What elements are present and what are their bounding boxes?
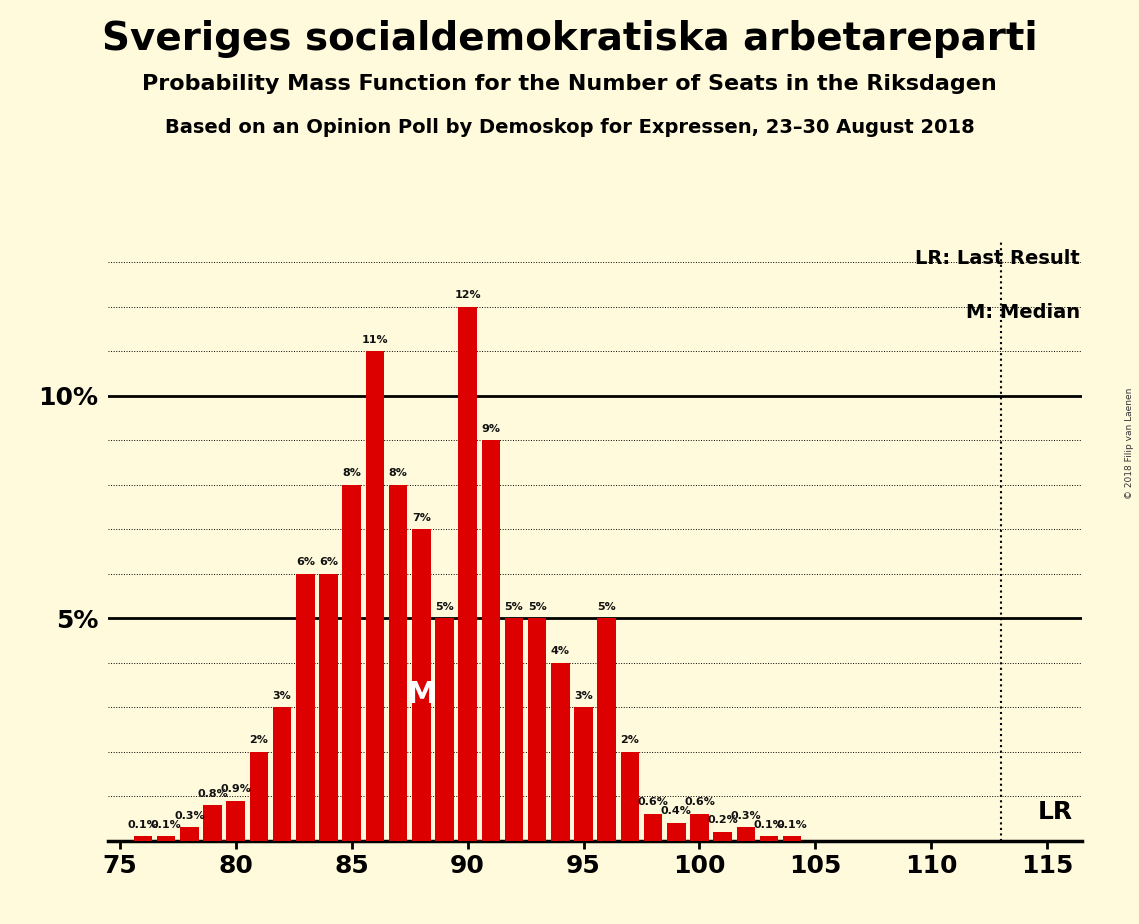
Text: 0.1%: 0.1%: [150, 820, 181, 830]
Bar: [180, 828, 198, 841]
Text: 7%: 7%: [412, 513, 431, 523]
Text: LR: Last Result: LR: Last Result: [916, 249, 1080, 268]
Text: 0.2%: 0.2%: [707, 815, 738, 825]
Text: 3%: 3%: [574, 691, 593, 700]
Bar: [412, 529, 431, 841]
Bar: [203, 805, 222, 841]
Bar: [227, 801, 245, 841]
Text: © 2018 Filip van Laenen: © 2018 Filip van Laenen: [1125, 388, 1134, 499]
Text: 5%: 5%: [435, 602, 453, 612]
Text: M: Median: M: Median: [966, 303, 1080, 322]
Bar: [133, 836, 153, 841]
Text: Based on an Opinion Poll by Demoskop for Expressen, 23–30 August 2018: Based on an Opinion Poll by Demoskop for…: [165, 118, 974, 138]
Text: 0.3%: 0.3%: [174, 811, 205, 821]
Bar: [574, 708, 592, 841]
Text: 4%: 4%: [551, 646, 570, 656]
Bar: [621, 752, 639, 841]
Text: 5%: 5%: [527, 602, 547, 612]
Bar: [505, 618, 523, 841]
Text: Sveriges socialdemokratiska arbetareparti: Sveriges socialdemokratiska arbetarepart…: [101, 20, 1038, 58]
Bar: [296, 574, 314, 841]
Bar: [737, 828, 755, 841]
Text: LR: LR: [1038, 800, 1073, 824]
Bar: [667, 823, 686, 841]
Text: Probability Mass Function for the Number of Seats in the Riksdagen: Probability Mass Function for the Number…: [142, 74, 997, 94]
Text: 12%: 12%: [454, 290, 481, 300]
Bar: [458, 307, 477, 841]
Bar: [782, 836, 802, 841]
Text: 0.8%: 0.8%: [197, 788, 228, 798]
Text: 2%: 2%: [249, 736, 269, 745]
Text: 0.1%: 0.1%: [777, 820, 808, 830]
Text: 0.6%: 0.6%: [685, 797, 715, 808]
Bar: [690, 814, 708, 841]
Text: 0.1%: 0.1%: [128, 820, 158, 830]
Text: M: M: [405, 679, 436, 709]
Bar: [249, 752, 268, 841]
Bar: [157, 836, 175, 841]
Bar: [366, 351, 384, 841]
Bar: [388, 485, 408, 841]
Bar: [760, 836, 778, 841]
Bar: [319, 574, 338, 841]
Text: 3%: 3%: [272, 691, 292, 700]
Bar: [644, 814, 663, 841]
Text: 0.6%: 0.6%: [638, 797, 669, 808]
Bar: [713, 832, 732, 841]
Text: 2%: 2%: [621, 736, 639, 745]
Bar: [273, 708, 292, 841]
Text: 6%: 6%: [319, 557, 338, 567]
Bar: [435, 618, 453, 841]
Text: 5%: 5%: [597, 602, 616, 612]
Text: 0.4%: 0.4%: [661, 807, 691, 817]
Text: 5%: 5%: [505, 602, 523, 612]
Bar: [527, 618, 547, 841]
Text: 9%: 9%: [482, 424, 500, 433]
Bar: [551, 663, 570, 841]
Text: 11%: 11%: [361, 334, 388, 345]
Text: 0.9%: 0.9%: [220, 784, 252, 794]
Text: 0.3%: 0.3%: [730, 811, 761, 821]
Text: 0.1%: 0.1%: [754, 820, 785, 830]
Bar: [598, 618, 616, 841]
Bar: [343, 485, 361, 841]
Text: 8%: 8%: [342, 468, 361, 479]
Bar: [482, 441, 500, 841]
Text: 6%: 6%: [296, 557, 314, 567]
Text: 8%: 8%: [388, 468, 408, 479]
